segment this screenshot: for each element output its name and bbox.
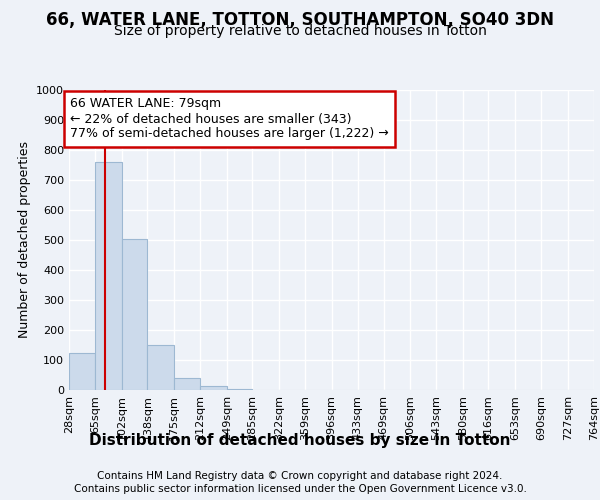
- Text: 66 WATER LANE: 79sqm
← 22% of detached houses are smaller (343)
77% of semi-deta: 66 WATER LANE: 79sqm ← 22% of detached h…: [70, 98, 389, 140]
- Bar: [174, 378, 200, 390]
- Bar: [69, 352, 95, 390]
- Text: Contains public sector information licensed under the Open Government Licence v3: Contains public sector information licen…: [74, 484, 526, 494]
- Text: Contains HM Land Registry data © Crown copyright and database right 2024.: Contains HM Land Registry data © Crown c…: [97, 471, 503, 481]
- Bar: [122, 238, 148, 390]
- Bar: [95, 162, 122, 390]
- Bar: [200, 386, 227, 390]
- Text: Size of property relative to detached houses in Totton: Size of property relative to detached ho…: [113, 24, 487, 38]
- Text: Distribution of detached houses by size in Totton: Distribution of detached houses by size …: [89, 432, 511, 448]
- Text: 66, WATER LANE, TOTTON, SOUTHAMPTON, SO40 3DN: 66, WATER LANE, TOTTON, SOUTHAMPTON, SO4…: [46, 11, 554, 29]
- Y-axis label: Number of detached properties: Number of detached properties: [17, 142, 31, 338]
- Bar: [148, 345, 174, 390]
